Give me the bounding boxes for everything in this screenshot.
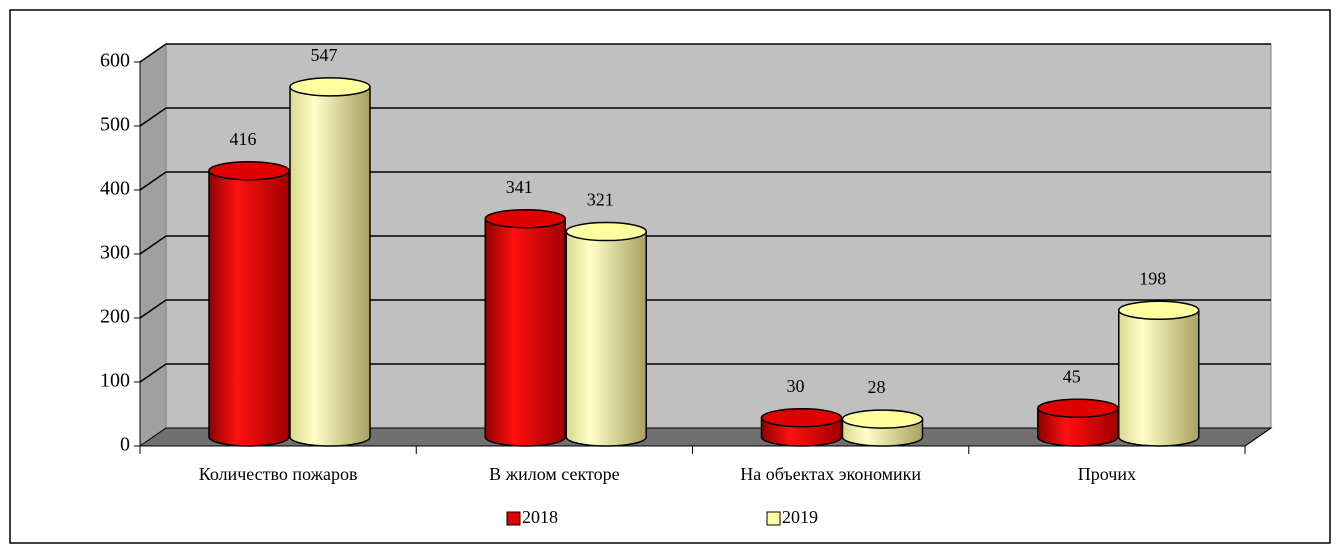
- y-tick-label: 600: [100, 50, 130, 72]
- value-label: 416: [230, 129, 257, 149]
- bar: [289, 86, 371, 447]
- floor-edge: [1244, 427, 1272, 447]
- grid-line: [139, 43, 167, 63]
- x-tick-label: Прочих: [1078, 464, 1136, 484]
- bar: [208, 170, 290, 447]
- value-label: 28: [868, 377, 886, 397]
- y-tick-label: 400: [100, 178, 130, 200]
- grid-line: [139, 235, 167, 255]
- grid-line: [139, 299, 167, 319]
- bar-top: [841, 409, 924, 429]
- grid-line: [139, 363, 167, 383]
- legend-label: 2018: [522, 507, 558, 527]
- legend-swatch: [766, 511, 781, 526]
- bar-top: [208, 161, 290, 181]
- value-label: 321: [587, 190, 614, 210]
- y-tick-label: 0: [120, 434, 130, 456]
- bar: [1037, 407, 1119, 447]
- grid-line: [139, 171, 167, 191]
- y-tick-label: 300: [100, 242, 130, 264]
- legend-label: 2019: [782, 507, 818, 527]
- bar-top: [484, 209, 566, 229]
- bar: [1118, 309, 1200, 447]
- value-label: 341: [506, 177, 533, 197]
- value-label: 547: [311, 45, 338, 65]
- x-tick-label: В жилом секторе: [489, 464, 619, 484]
- value-label: 30: [787, 376, 805, 396]
- value-label: 45: [1063, 366, 1081, 386]
- bar-top: [289, 77, 371, 97]
- y-tick-label: 100: [100, 370, 130, 392]
- legend-swatch: [506, 511, 521, 526]
- bar-top: [1037, 398, 1119, 418]
- bar-top: [1118, 300, 1200, 321]
- y-tick-label: 200: [100, 306, 130, 328]
- value-label: 198: [1139, 268, 1166, 288]
- y-tick-label: 500: [100, 114, 130, 136]
- x-tick-label: Количество пожаров: [199, 464, 358, 484]
- bar-top: [760, 408, 843, 428]
- bar: [565, 230, 647, 447]
- bar-top: [565, 221, 647, 242]
- x-tick-label: На объектах экономики: [740, 464, 921, 484]
- bar: [484, 218, 566, 447]
- grid-line: [139, 107, 167, 127]
